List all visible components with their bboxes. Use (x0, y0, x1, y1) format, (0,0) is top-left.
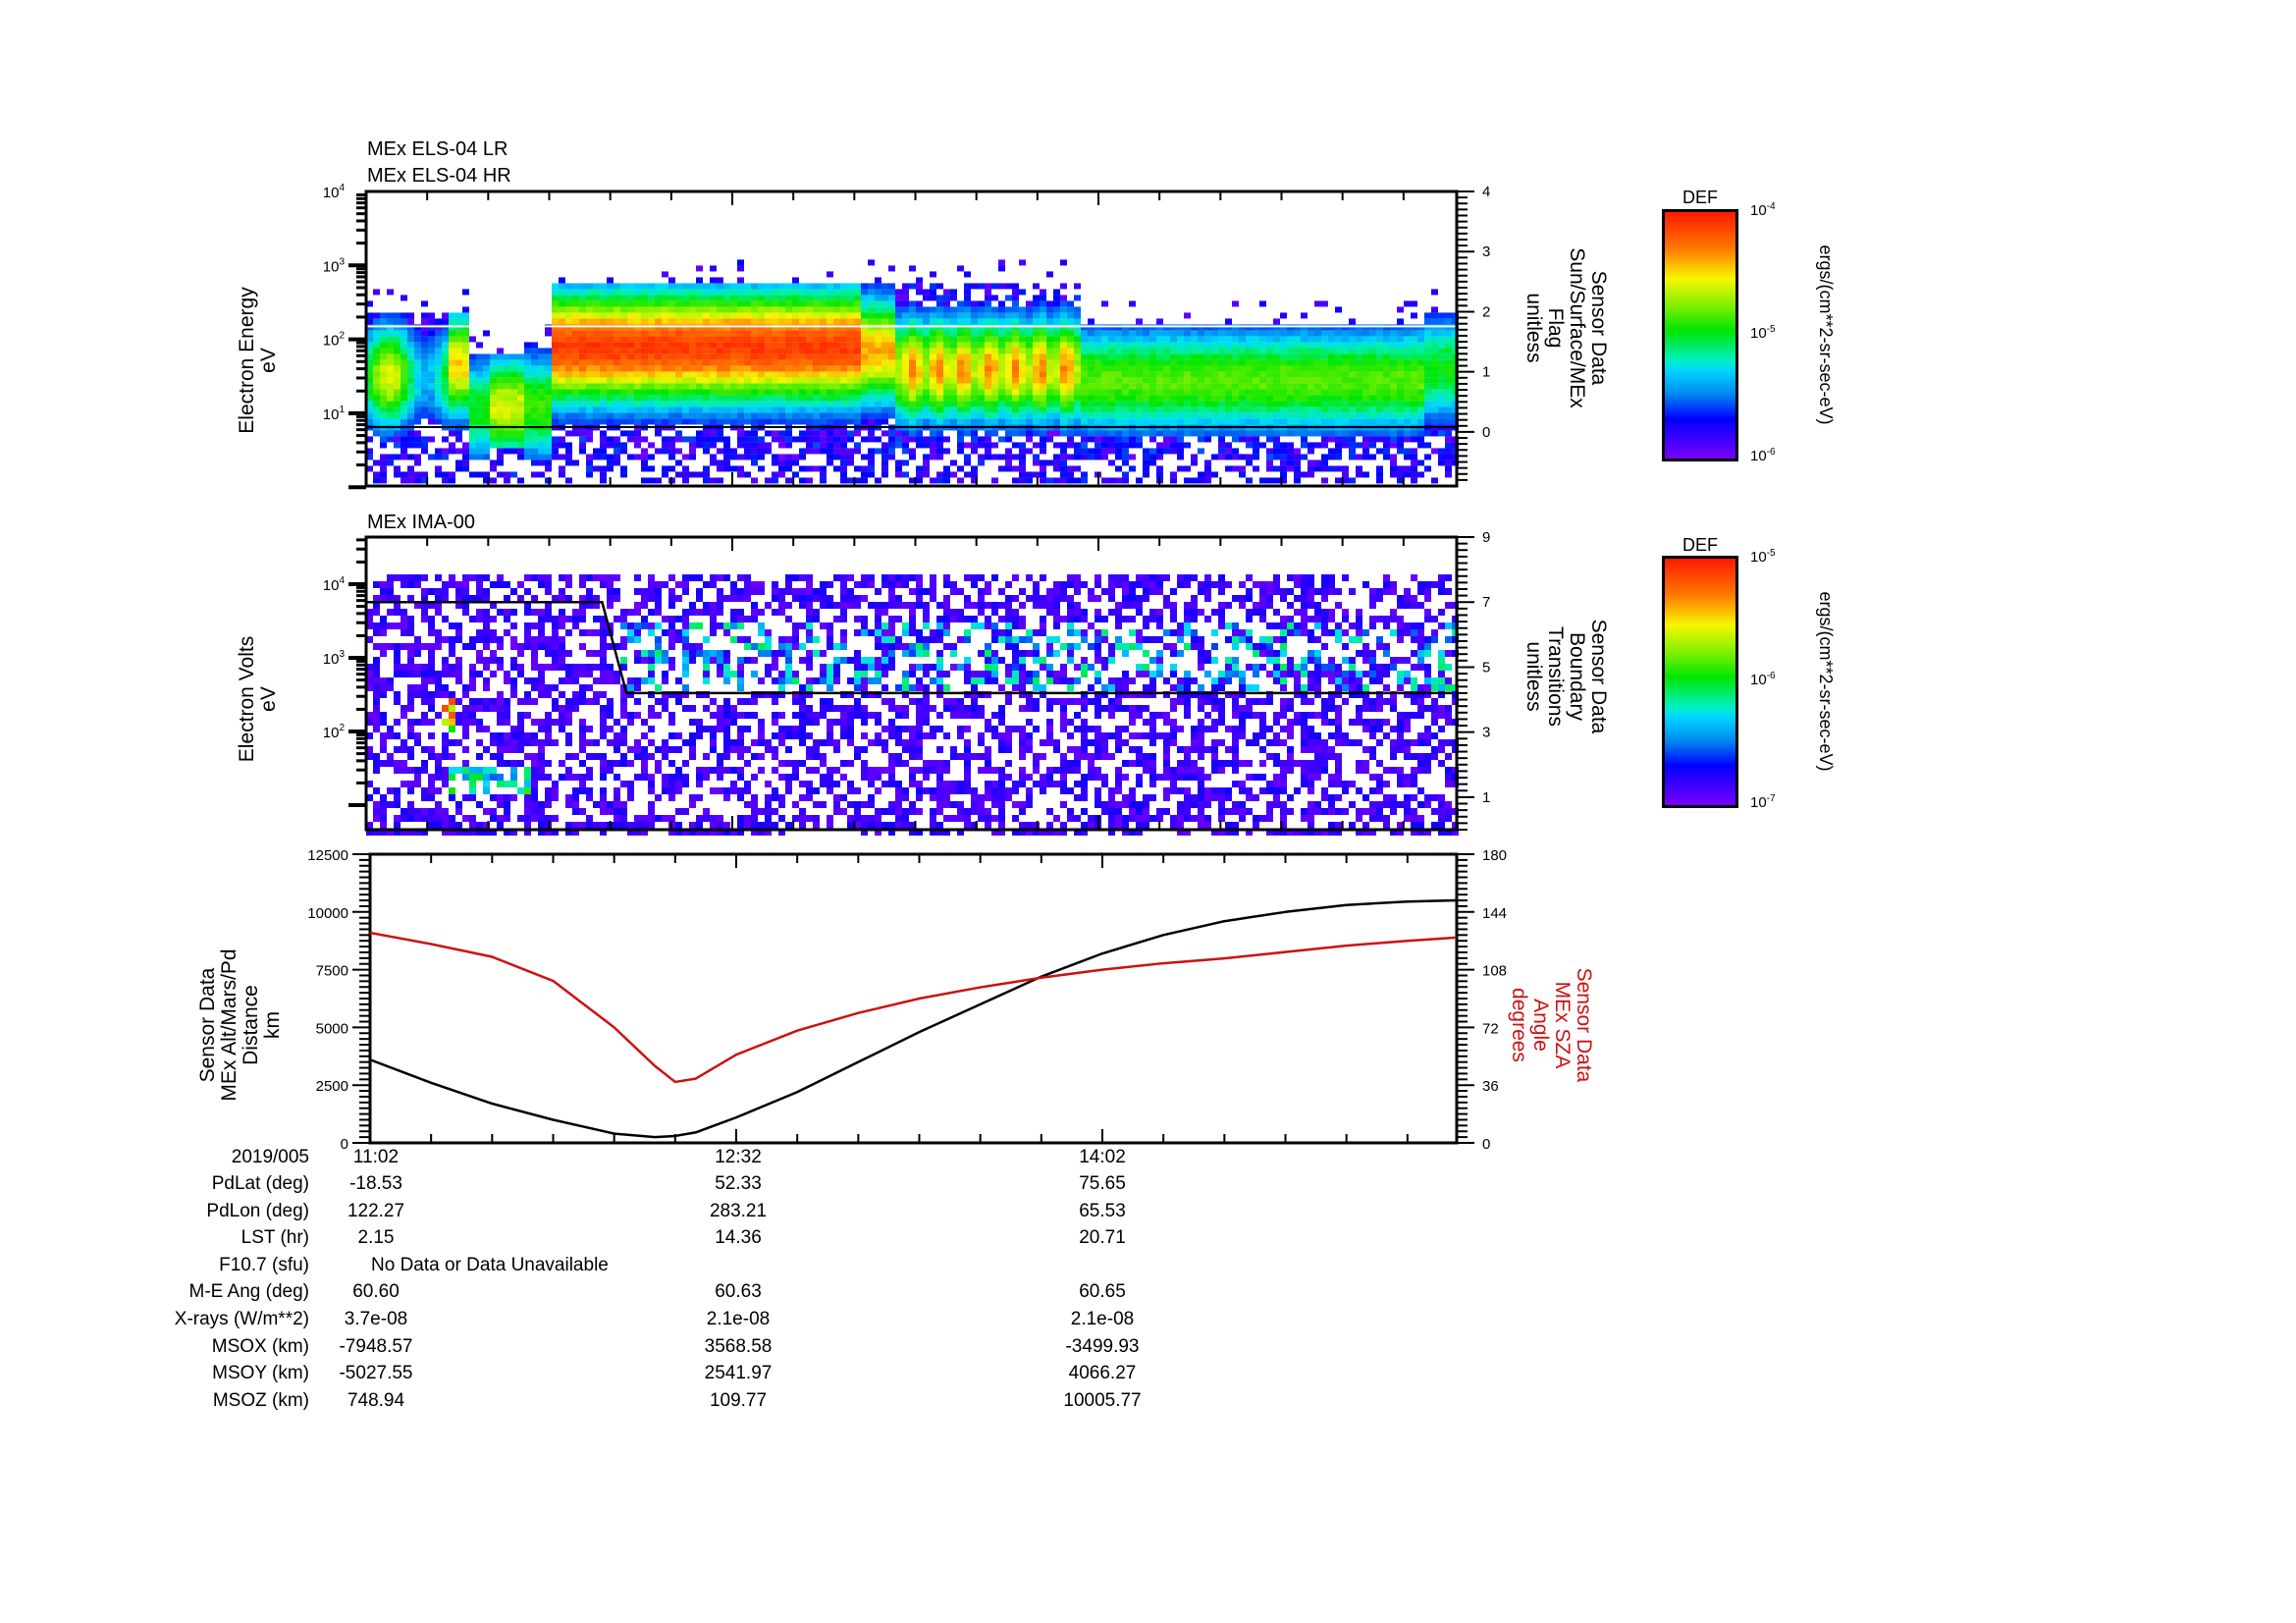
ephemeris-row-label: LST (hr) (240, 1227, 309, 1249)
time-tick-2: 14:02 (1079, 1147, 1126, 1167)
svg-text:103: 103 (324, 256, 345, 275)
svg-text:104: 104 (324, 183, 345, 201)
ephemeris-row-label: F10.7 (sfu) (219, 1254, 309, 1275)
ylabel-line: eV (257, 686, 280, 712)
ephemeris-row-value: -18.53 (349, 1173, 402, 1194)
colorbar2-min: 10-7 (1750, 793, 1776, 811)
y2label-line: degrees (1508, 988, 1530, 1062)
ephemeris-row-value: 2541.97 (704, 1363, 773, 1384)
svg-text:4: 4 (1482, 184, 1490, 200)
ephemeris-row-value: 3568.58 (704, 1335, 773, 1357)
ephemeris-row-value: -3499.93 (1065, 1335, 1140, 1357)
ylabel-line: Electron Volts (236, 635, 258, 763)
y2label-line: Angle (1529, 999, 1552, 1052)
ylabel-line: Sensor Data (196, 967, 219, 1083)
ephemeris-row-label: MSOZ (km) (212, 1389, 309, 1411)
panel2-y-axis-label: Electron Volts eV (236, 616, 280, 783)
y2label-line: Sensor Data (1573, 967, 1595, 1083)
colorbar1 (1662, 209, 1738, 461)
ephemeris-row-note: No Data or Data Unavailable (371, 1254, 609, 1275)
ephemeris-row-value: 52.33 (715, 1173, 762, 1194)
panel2-y2-axis-label: Sensor Data Boundary Transitions unitles… (1522, 573, 1610, 780)
ephemeris-row-value: 65.53 (1079, 1200, 1126, 1221)
ylabel-line: MEx Alt/Mars/Pd (218, 948, 240, 1102)
ephemeris-row-value: 109.77 (709, 1389, 768, 1411)
y2label-line: Sun/Surface/MEx (1566, 247, 1588, 408)
ephemeris-row-value: 748.94 (347, 1389, 405, 1411)
ephemeris-row-value: 3.7e-08 (344, 1309, 408, 1329)
y2label-line: Boundary (1566, 632, 1588, 721)
date-label: 2019/005 (231, 1147, 309, 1167)
colorbar1-mid: 10-5 (1750, 324, 1776, 342)
colorbar1-max: 10-4 (1750, 201, 1776, 219)
ylabel-line: eV (257, 348, 280, 373)
y2label-line: Transitions (1544, 626, 1567, 727)
panel1-y2-axis-label: Sensor Data Sun/Surface/MEx Flag unitles… (1522, 215, 1610, 441)
ylabel-line: Electron Energy (236, 287, 258, 434)
colorbar1-min: 10-6 (1750, 447, 1776, 464)
colorbar2 (1662, 556, 1738, 808)
y2label-line: unitless (1522, 641, 1545, 712)
ephemeris-row-label: MSOY (km) (212, 1363, 309, 1384)
ephemeris-row-value: 283.21 (709, 1200, 768, 1221)
y2label-line: unitless (1522, 293, 1545, 363)
y2label-line: Sensor Data (1587, 270, 1610, 386)
panel3-y2-axis-label: Sensor Data MEx SZA Angle degrees (1508, 956, 1595, 1094)
ephemeris-row-value: -5027.55 (339, 1363, 413, 1384)
y2label-line: Flag (1544, 307, 1567, 349)
panel2-title: MEx IMA-00 (367, 512, 476, 533)
panel1-title-lr: MEx ELS-04 LR (367, 138, 508, 160)
ephemeris-row-value: 122.27 (347, 1200, 405, 1221)
y2label-line: Sensor Data (1587, 619, 1610, 734)
panel3-y-axis-label: Sensor Data MEx Alt/Mars/Pd Distance km (196, 937, 284, 1113)
svg-text:101: 101 (324, 405, 345, 423)
ephemeris-row-value: 2.1e-08 (706, 1309, 771, 1329)
ylabel-line: km (261, 1011, 284, 1039)
panel1-title-hr: MEx ELS-04 HR (367, 165, 511, 187)
ephemeris-row-label: PdLat (deg) (211, 1173, 309, 1194)
colorbar2-title: DEF (1682, 535, 1718, 555)
ephemeris-row-value: 2.15 (357, 1227, 395, 1249)
panel1-y-axis-label: Electron Energy eV (236, 277, 280, 444)
ephemeris-row-label: MSOX (km) (211, 1335, 309, 1357)
ephemeris-row-label: PdLon (deg) (206, 1200, 309, 1221)
colorbar2-mid: 10-6 (1750, 671, 1776, 688)
ephemeris-row-value: -7948.57 (339, 1335, 413, 1357)
svg-text:0: 0 (1482, 424, 1490, 441)
ylabel-line: Distance (240, 985, 262, 1065)
ephemeris-row-value: 75.65 (1079, 1173, 1126, 1194)
colorbar1-units: ergs/(cm**2-sr-sec-eV) (1816, 244, 1836, 425)
svg-text:3: 3 (1482, 243, 1490, 260)
ephemeris-row-value: 14.36 (715, 1227, 762, 1249)
ephemeris-row-label: X-rays (W/m**2) (174, 1309, 309, 1329)
svg-text:2: 2 (1482, 303, 1490, 320)
colorbar1-title: DEF (1682, 188, 1718, 207)
ephemeris-row-value: 60.65 (1079, 1281, 1126, 1303)
svg-text:1: 1 (1482, 364, 1490, 381)
ephemeris-row-label: M-E Ang (deg) (188, 1281, 310, 1303)
ephemeris-row-value: 60.60 (352, 1281, 400, 1303)
ephemeris-row-value: 4066.27 (1068, 1363, 1137, 1384)
svg-text:102: 102 (324, 331, 345, 350)
ephemeris-row-value: 20.71 (1079, 1227, 1126, 1249)
time-tick-1: 12:32 (715, 1147, 762, 1167)
colorbar2-max: 10-5 (1750, 548, 1776, 566)
ephemeris-row-value: 60.63 (715, 1281, 762, 1303)
colorbar2-units: ergs/(cm**2-sr-sec-eV) (1816, 591, 1836, 772)
ephemeris-row-value: 10005.77 (1063, 1389, 1142, 1411)
y2label-line: MEx SZA (1551, 981, 1574, 1069)
ephemeris-row-value: 2.1e-08 (1070, 1309, 1135, 1329)
time-tick-0: 11:02 (352, 1147, 400, 1167)
